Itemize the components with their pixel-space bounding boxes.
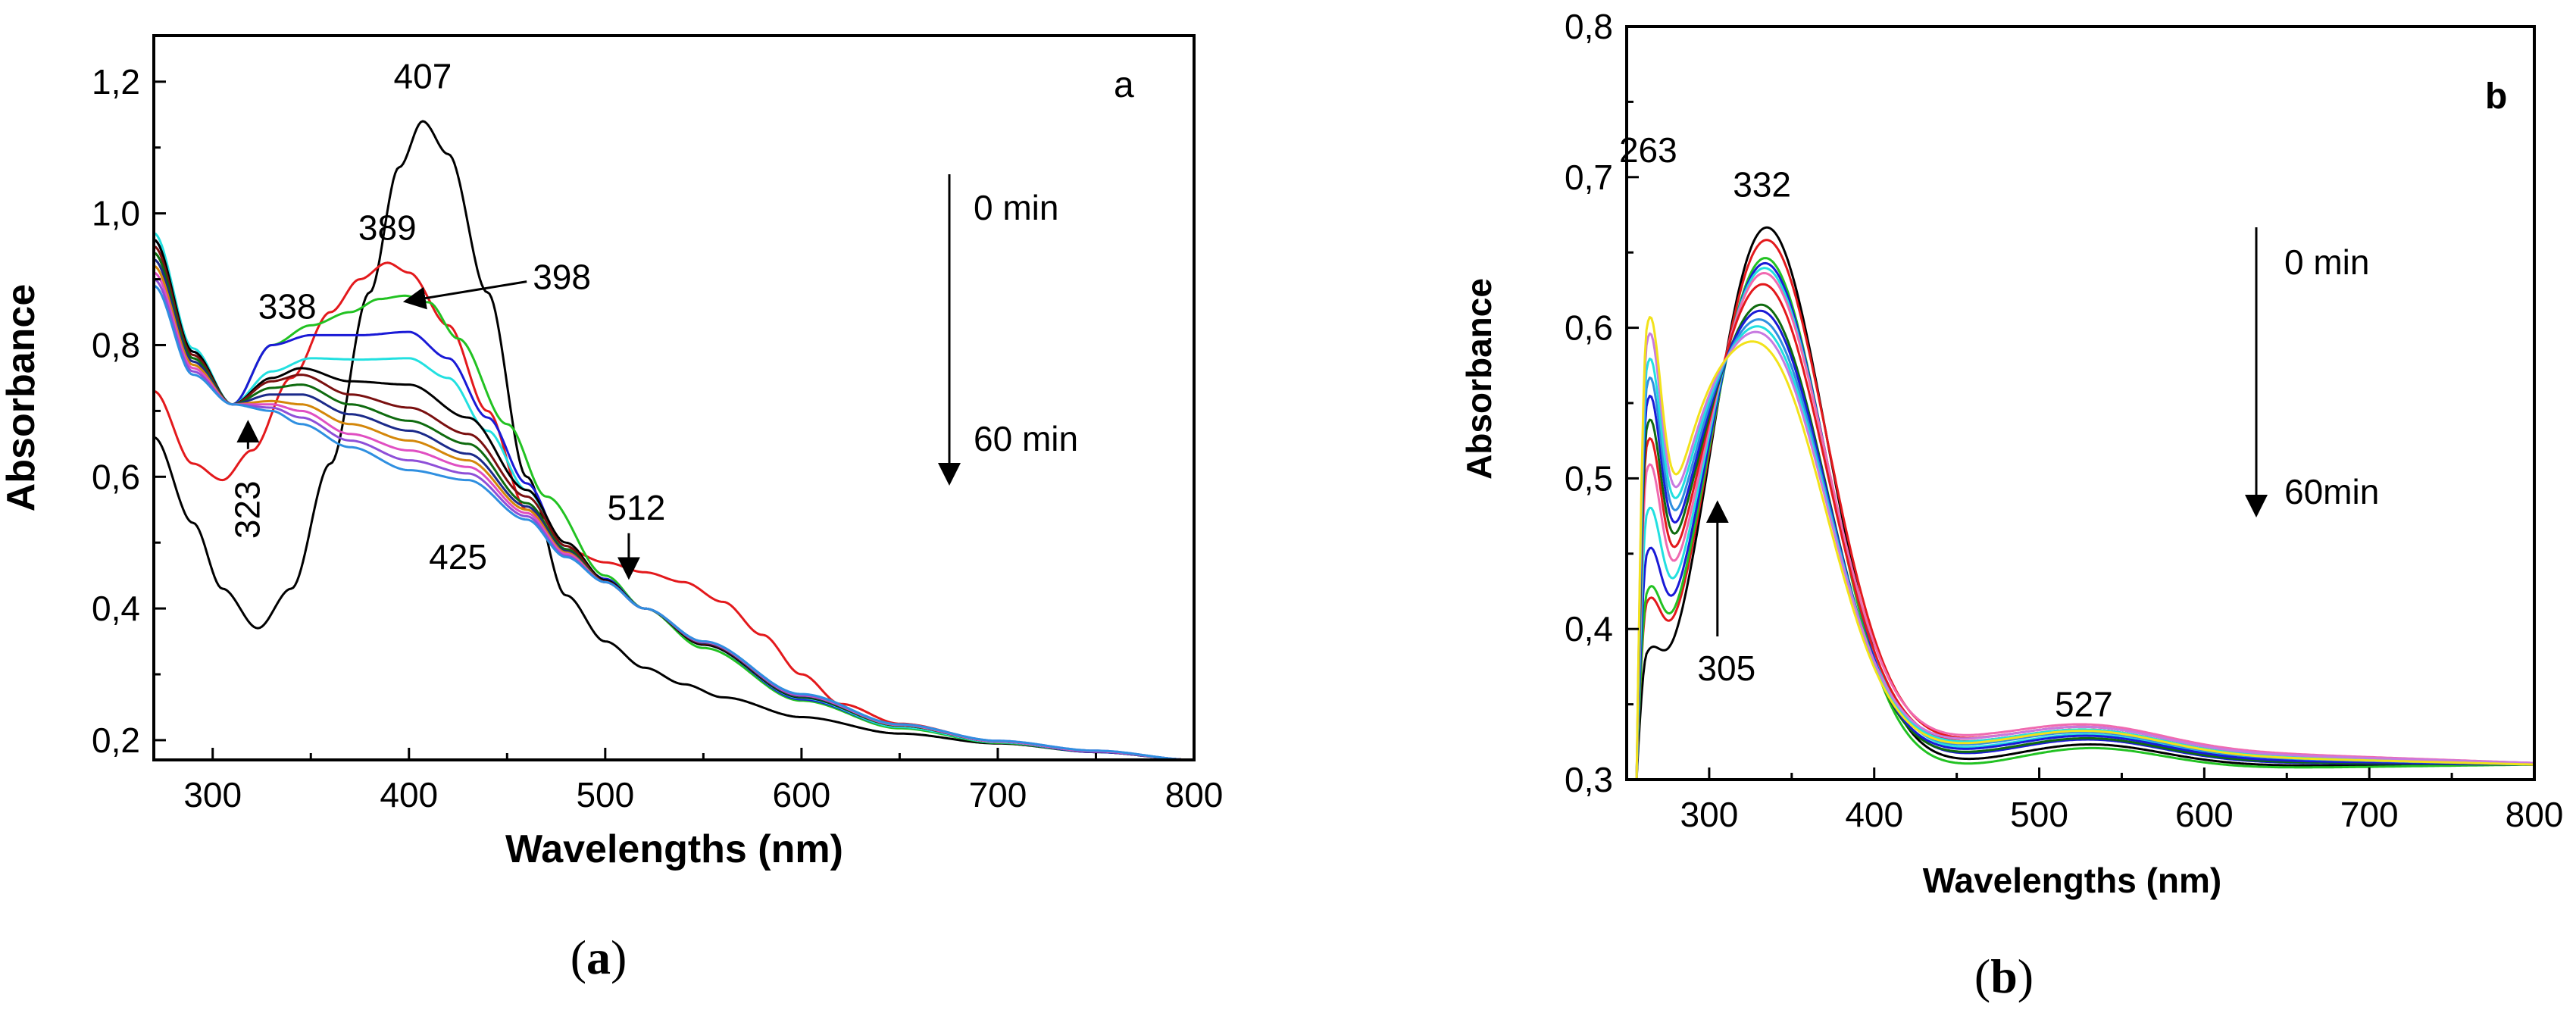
x-tick-label: 300 bbox=[1680, 795, 1739, 834]
peak-label: 338 bbox=[258, 287, 317, 327]
y-tick-label: 1,0 bbox=[92, 194, 140, 233]
series-line-55-min bbox=[154, 278, 1194, 760]
chart-b-yticks: 0,3 0,4 0,5 0,6 0,7 0,8 bbox=[1565, 7, 1639, 799]
chart-a-yticks: 0,2 0,4 0,6 0,8 1,0 1,2 bbox=[92, 62, 166, 760]
arrow-label: 305 bbox=[1697, 649, 1755, 688]
chart-b-xticks: 300 400 500 600 700 800 bbox=[1625, 767, 2564, 834]
x-tick-label: 300 bbox=[183, 775, 242, 814]
chart-b-time-start: 0 min bbox=[2284, 242, 2369, 282]
peak-label: 425 bbox=[429, 537, 487, 577]
chart-a-panel-letter: a bbox=[1114, 65, 1134, 105]
series-line-40-min bbox=[1634, 309, 2534, 780]
chart-a-time-start: 0 min bbox=[974, 188, 1058, 227]
chart-b-ylabel: Absorbance bbox=[1459, 278, 1499, 480]
x-tick-label: 700 bbox=[969, 775, 1027, 814]
chart-b-plot-frame bbox=[1625, 25, 2536, 781]
peak-label: 263 bbox=[1619, 130, 1677, 170]
annotation-arrow bbox=[402, 280, 527, 310]
chart-a-xlabel: Wavelengths (nm) bbox=[505, 827, 843, 871]
chart-a-xticks: 300 400 500 600 700 800 bbox=[183, 748, 1223, 814]
chart-a-plot-frame bbox=[152, 34, 1196, 761]
x-tick-label: 800 bbox=[2506, 795, 2564, 834]
caption-a: (a) bbox=[571, 930, 627, 984]
y-tick-label: 0,6 bbox=[1565, 308, 1613, 348]
y-tick-label: 0,5 bbox=[1565, 458, 1613, 498]
series-line-45-min bbox=[154, 264, 1194, 760]
x-tick-label: 400 bbox=[380, 775, 438, 814]
y-tick-label: 0,4 bbox=[1565, 609, 1613, 649]
arrow-label: 512 bbox=[608, 488, 666, 527]
y-tick-label: 0,3 bbox=[1565, 760, 1613, 799]
x-tick-label: 600 bbox=[2175, 795, 2234, 834]
chart-b: 300 400 500 600 700 800 0,3 0,4 0,5 0,6 0,7 0,8 Wa… bbox=[1459, 7, 2563, 900]
peak-label: 389 bbox=[358, 208, 417, 247]
x-tick-label: 500 bbox=[576, 775, 634, 814]
series-line-35-min bbox=[154, 252, 1194, 760]
chart-b-annotations: 263 332 527 305 bbox=[1619, 130, 2113, 724]
series-line-0-min bbox=[1634, 226, 2534, 780]
chart-b-xlabel: Wavelengths (nm) bbox=[1923, 861, 2221, 900]
series-line-60-min bbox=[1634, 316, 2534, 780]
chart-b-time-end: 60min bbox=[2284, 472, 2379, 511]
series-line-10-min bbox=[1634, 257, 2534, 780]
chart-a-annotations: 407 389 338 425 398 512 323 bbox=[227, 57, 666, 580]
x-tick-label: 800 bbox=[1165, 775, 1224, 814]
arrow-label: 398 bbox=[533, 258, 591, 297]
y-tick-label: 0,4 bbox=[92, 589, 140, 628]
chart-a-series bbox=[154, 120, 1194, 760]
chart-b-panel-letter: b bbox=[2485, 77, 2507, 117]
series-line-55-min bbox=[1634, 330, 2534, 780]
peak-label: 527 bbox=[2055, 685, 2113, 724]
series-line-60-min bbox=[154, 284, 1194, 760]
y-tick-label: 0,2 bbox=[92, 721, 140, 760]
chart-a-time-end: 60 min bbox=[974, 419, 1078, 458]
y-tick-label: 0,6 bbox=[92, 457, 140, 496]
chart-a-ylabel: Absorbance bbox=[0, 284, 43, 512]
y-tick-label: 0,7 bbox=[1565, 158, 1613, 197]
chart-b-series bbox=[1634, 226, 2534, 780]
y-tick-label: 0,8 bbox=[1565, 7, 1613, 46]
chart-a: 300 400 500 600 700 800 0,2 0,4 0,6 0,8 1,0 1,2 Wa… bbox=[0, 34, 1223, 871]
series-line-5-min bbox=[154, 261, 1194, 760]
y-tick-label: 1,2 bbox=[92, 62, 140, 102]
x-tick-label: 500 bbox=[2010, 795, 2068, 834]
caption-b: (b) bbox=[1974, 949, 2034, 1003]
arrow-label: 323 bbox=[227, 480, 267, 539]
series-line-10-min bbox=[154, 252, 1194, 760]
peak-label: 407 bbox=[394, 57, 452, 96]
peak-label: 332 bbox=[1733, 165, 1791, 205]
x-tick-label: 700 bbox=[2340, 795, 2399, 834]
x-tick-label: 600 bbox=[773, 775, 831, 814]
y-tick-label: 0,8 bbox=[92, 325, 140, 364]
x-tick-label: 400 bbox=[1845, 795, 1903, 834]
